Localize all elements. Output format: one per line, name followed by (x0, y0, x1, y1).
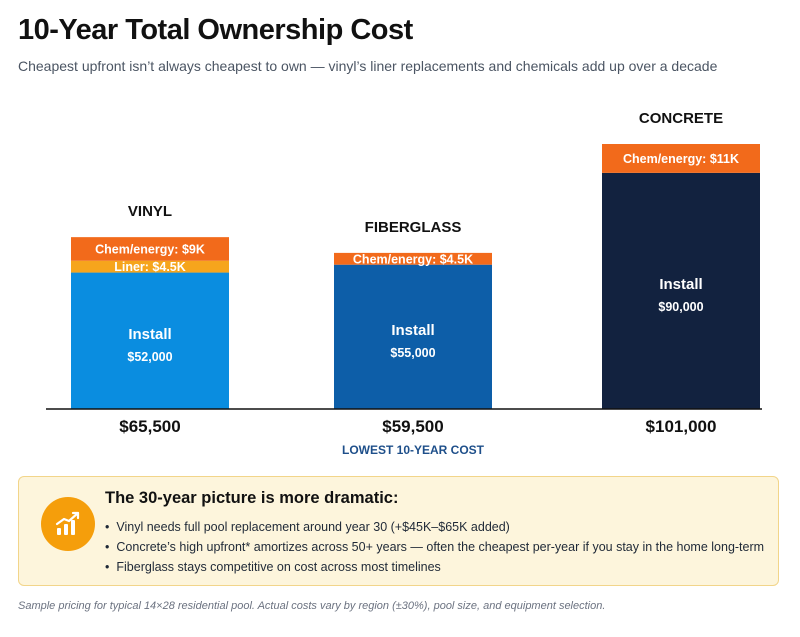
bar-segment-liner (71, 260, 229, 273)
category-label: VINYL (128, 203, 172, 220)
segment-label: Install (128, 326, 171, 343)
segment-value-label: $90,000 (658, 300, 703, 314)
total-label: $65,500 (119, 417, 180, 436)
lowest-cost-badge: LOWEST 10-YEAR COST (342, 443, 485, 457)
callout-bullet: Concrete’s high upfront* amortizes acros… (105, 537, 764, 557)
stacked-bar-chart: VINYL Install $52,000 Liner: $4.5K Chem/ener… (46, 110, 762, 457)
growth-chart-icon (41, 497, 95, 551)
segment-label: Chem/energy: $11K (623, 152, 739, 166)
segment-label: Liner: $4.5K (114, 260, 186, 274)
bar-segment-chem-energy (334, 252, 492, 265)
segment-label: Chem/energy: $9K (95, 242, 205, 256)
bar-segment-install (71, 272, 229, 409)
callout-bullet: Vinyl needs full pool replacement around… (105, 517, 764, 537)
bar-segment-install (334, 264, 492, 409)
insight-callout: The 30-year picture is more dramatic: Vi… (18, 476, 779, 586)
total-label: $59,500 (382, 417, 443, 436)
bar-segment-chem-energy (602, 144, 760, 173)
footnote: Sample pricing for typical 14×28 residen… (18, 600, 606, 612)
segment-label: Chem/energy: $4.5K (353, 252, 473, 266)
category-label: FIBERGLASS (365, 219, 462, 236)
category-label: CONCRETE (639, 110, 723, 127)
bar-segment-chem-energy (71, 237, 229, 261)
callout-bullet-list: Vinyl needs full pool replacement around… (105, 517, 764, 577)
chart-subtitle: Cheapest upfront isn’t always cheapest t… (18, 58, 718, 74)
chart-title: 10-Year Total Ownership Cost (18, 14, 413, 46)
callout-bullet: Fiberglass stays competitive on cost acr… (105, 557, 764, 577)
segment-label: Install (659, 276, 702, 293)
bar-segment-install (602, 172, 760, 409)
total-label: $101,000 (646, 417, 717, 436)
callout-heading: The 30-year picture is more dramatic: (105, 489, 399, 507)
segment-value-label: $55,000 (390, 346, 435, 360)
segment-label: Install (391, 322, 434, 339)
segment-value-label: $52,000 (127, 350, 172, 364)
